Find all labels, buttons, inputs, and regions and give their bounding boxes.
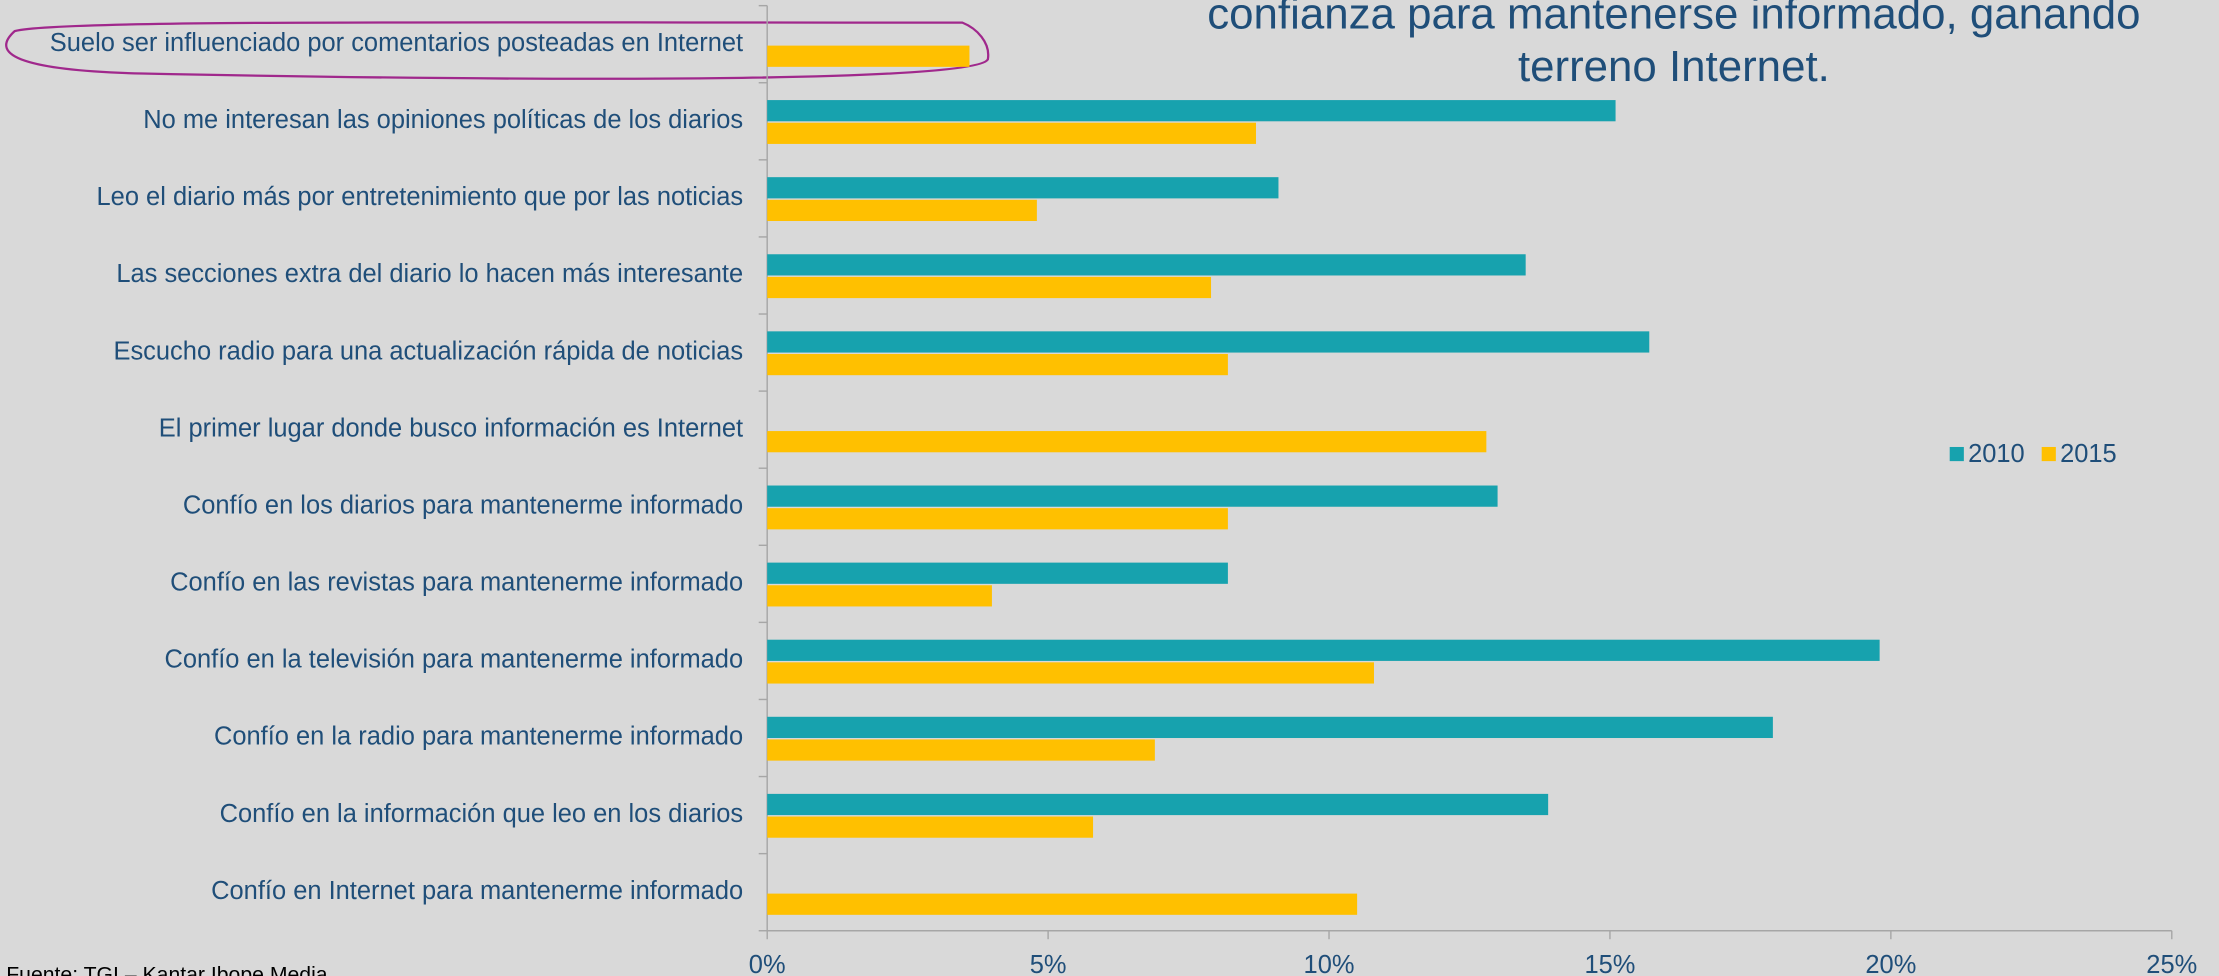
bar: [767, 716, 1773, 739]
y-tick-label: No me interesan las opiniones políticas …: [143, 106, 743, 134]
bar: [767, 276, 1212, 299]
legend-label: 2010: [1968, 440, 2025, 468]
bar: [767, 254, 1526, 276]
bar: [767, 562, 1228, 584]
y-tick-label: Confío en las revistas para mantenerme i…: [170, 569, 743, 597]
bar: [767, 893, 1358, 915]
y-tick-label: Confío en los diarios para mantenerme in…: [183, 491, 743, 519]
bar: [767, 816, 1094, 838]
chart-title: terreno Internet.: [1518, 42, 1830, 91]
bar: [767, 639, 1880, 661]
x-tick-label: 25%: [2146, 951, 2197, 976]
bar: [767, 508, 1228, 530]
chart-title: confianza para mantenerse informado, gan…: [1207, 0, 2140, 39]
bar: [767, 199, 1037, 222]
bar: [767, 100, 1616, 122]
y-tick-label: Leo el diario más por entretenimiento qu…: [97, 183, 744, 211]
bar: [767, 585, 992, 607]
y-tick-label: Las secciones extra del diario lo hacen …: [116, 260, 743, 288]
y-tick-label: El primer lugar donde busco información …: [159, 414, 743, 442]
y-tick-label: Escucho radio para una actualización ráp…: [113, 337, 743, 365]
legend-swatch: [2041, 446, 2056, 462]
y-tick-label: Confío en la radio para mantenerme infor…: [214, 723, 743, 751]
bar: [767, 353, 1228, 376]
legend-label: 2015: [2060, 440, 2117, 468]
y-tick-label: Confío en la televisión para mantenerme …: [164, 646, 743, 674]
x-tick-label: 10%: [1304, 951, 1355, 976]
x-tick-label: 15%: [1584, 951, 1635, 976]
y-tick-label: Suelo ser influenciado por comentarios p…: [50, 29, 743, 57]
bar: [767, 793, 1549, 816]
bar: [767, 431, 1487, 453]
y-tick-label: Confío en la información que leo en los …: [220, 800, 744, 828]
x-tick-label: 20%: [1865, 951, 1916, 976]
bar: [767, 122, 1256, 144]
y-tick-label: Confío en Internet para mantenerme infor…: [211, 877, 743, 905]
x-tick-label: 5%: [1030, 951, 1067, 976]
x-tick-label: 0%: [749, 951, 786, 976]
bar: [767, 45, 970, 67]
bar: [767, 331, 1650, 353]
source: Fuente: TGI – Kantar Ibope Media: [6, 964, 328, 976]
bar: [767, 662, 1374, 684]
legend-swatch: [1949, 446, 1964, 462]
bar: [767, 485, 1498, 507]
highlight-ellipse: [5, 21, 990, 80]
bar: [767, 177, 1279, 199]
bar: [767, 739, 1155, 761]
